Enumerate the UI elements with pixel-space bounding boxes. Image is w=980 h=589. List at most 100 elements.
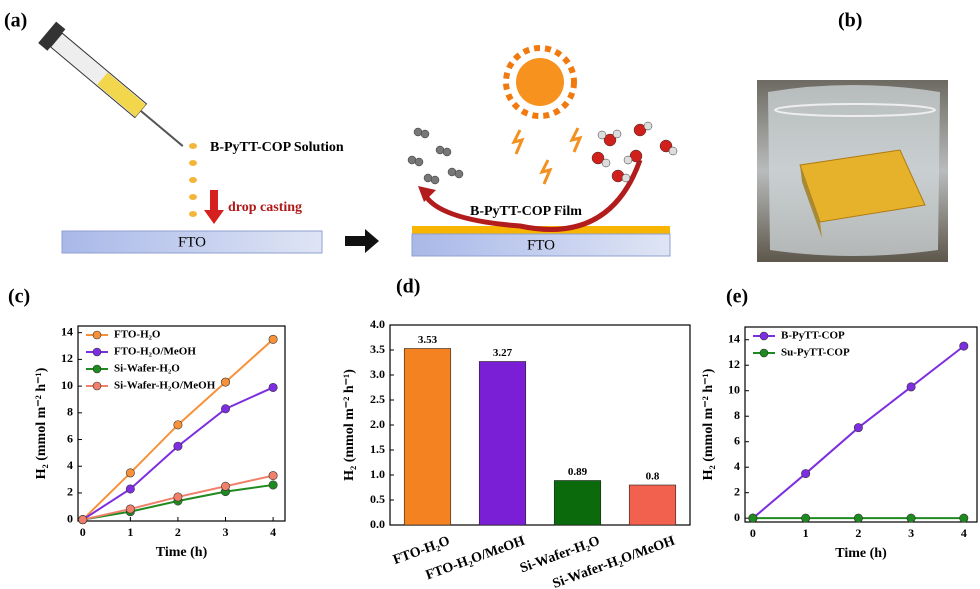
data-point	[221, 482, 229, 490]
x-tick-label: Si-Wafer-H₂O/MeOH	[551, 534, 677, 589]
y-tick-label: 12	[61, 351, 73, 365]
h-atom	[598, 131, 606, 139]
panel-label: (a)	[4, 10, 27, 32]
syringe-needle	[141, 111, 183, 146]
process-arrow	[345, 229, 379, 253]
y-tick-label: 6	[67, 431, 73, 445]
legend-marker	[760, 349, 768, 357]
drop	[189, 211, 197, 217]
y-tick-label: 12	[728, 357, 740, 371]
h-atom	[408, 156, 416, 164]
light-bolt	[514, 130, 522, 154]
film-label: B-PyTT-COP Film	[470, 204, 582, 219]
data-point	[907, 383, 915, 391]
data-point	[126, 469, 134, 477]
hydrogen-molecules	[408, 128, 463, 184]
charts: 02468101214H₂ (mmol m⁻² h⁻¹)01234Time (h…	[34, 317, 977, 589]
substrate-label: FTO	[527, 237, 555, 253]
x-axis-label: Time (h)	[835, 546, 887, 561]
drop-arrow	[204, 190, 224, 224]
value-label: 0.89	[568, 466, 588, 478]
panel-label: (d)	[396, 276, 420, 298]
h-atom	[415, 158, 423, 166]
x-tick-label: 0	[80, 525, 86, 539]
data-point	[269, 471, 277, 479]
data-point	[269, 481, 277, 489]
drop	[189, 194, 197, 200]
light-bolt	[572, 128, 580, 152]
x-tick-label: 1	[127, 525, 133, 539]
solution-label: B-PyTT-COP Solution	[210, 140, 344, 155]
legend-label: Su-PyTT-COP	[781, 347, 850, 359]
y-tick-label: 4	[67, 458, 73, 472]
y-tick-label: 8	[67, 405, 73, 419]
h-atom	[421, 130, 429, 138]
y-tick-label: 0.0	[370, 517, 385, 531]
y-tick-label: 4	[734, 459, 740, 473]
bar	[404, 349, 451, 526]
data-point	[801, 514, 809, 522]
value-label: 0.8	[646, 471, 660, 483]
h-atom	[455, 170, 463, 178]
data-point	[269, 383, 277, 391]
y-tick-label: 2	[67, 485, 73, 499]
legend-marker	[93, 365, 101, 373]
data-point	[960, 514, 968, 522]
panel-label: (e)	[726, 286, 748, 308]
h-atom	[602, 159, 610, 167]
y-axis-label: H₂ (mmol m⁻² h⁻¹)	[701, 368, 716, 480]
light-bolt	[542, 160, 550, 184]
y-tick-label: 3.5	[370, 342, 385, 356]
x-axis-label: Time (h)	[156, 545, 208, 560]
h-atom	[424, 174, 432, 182]
value-label: 3.27	[493, 347, 513, 359]
y-tick-label: 0.5	[370, 492, 385, 506]
h-atom	[622, 174, 630, 182]
legend-label: Si-Wafer-H₂O	[114, 363, 180, 375]
y-tick-label: 2.0	[370, 417, 385, 431]
y-axis-label: H₂ (mmol m⁻² h⁻¹)	[34, 367, 49, 479]
y-tick-label: 8	[734, 408, 740, 422]
data-point	[126, 505, 134, 513]
y-tick-label: 14	[61, 324, 73, 338]
substrate-label: FTO	[178, 234, 206, 250]
step-label: drop casting	[228, 200, 302, 215]
syringe-liquid	[97, 72, 146, 116]
h-atom	[644, 122, 652, 130]
y-tick-label: 14	[728, 331, 740, 345]
data-point	[269, 335, 277, 343]
legend-label: Si-Wafer-H₂O/MeOH	[114, 380, 216, 392]
h-atom	[448, 168, 456, 176]
x-tick-label: 1	[803, 526, 809, 540]
h-atom	[431, 176, 439, 184]
x-tick-label: 0	[750, 526, 756, 540]
panel-label: (b)	[838, 10, 862, 32]
data-point	[960, 342, 968, 350]
chart: 0.00.51.01.52.02.53.03.54.0H₂ (mmol m⁻² …	[342, 317, 690, 589]
y-tick-label: 4.0	[370, 317, 385, 331]
y-tick-label: 10	[728, 382, 740, 396]
h-atom	[669, 147, 677, 155]
y-tick-label: 2.5	[370, 392, 385, 406]
y-tick-label: 6	[734, 433, 740, 447]
y-tick-label: 0	[734, 510, 740, 524]
h-atom	[436, 146, 444, 154]
bar	[629, 485, 676, 525]
sun	[516, 58, 564, 106]
legend-label: FTO-H₂O/MeOH	[114, 346, 196, 358]
x-tick-label: 4	[270, 525, 276, 539]
value-label: 3.53	[418, 334, 438, 346]
drop	[189, 143, 197, 149]
legend-label: FTO-H₂O	[114, 329, 161, 341]
legend-marker	[93, 382, 101, 390]
x-tick-label: 3	[223, 525, 229, 539]
y-tick-label: 3.0	[370, 367, 385, 381]
h-atom	[414, 128, 422, 136]
x-tick-label: 3	[908, 526, 914, 540]
legend-label: B-PyTT-COP	[781, 330, 845, 342]
data-point	[854, 423, 862, 431]
bar	[554, 481, 601, 526]
data-point	[126, 485, 134, 493]
y-tick-label: 1.0	[370, 467, 385, 481]
y-tick-label: 0	[67, 511, 73, 525]
